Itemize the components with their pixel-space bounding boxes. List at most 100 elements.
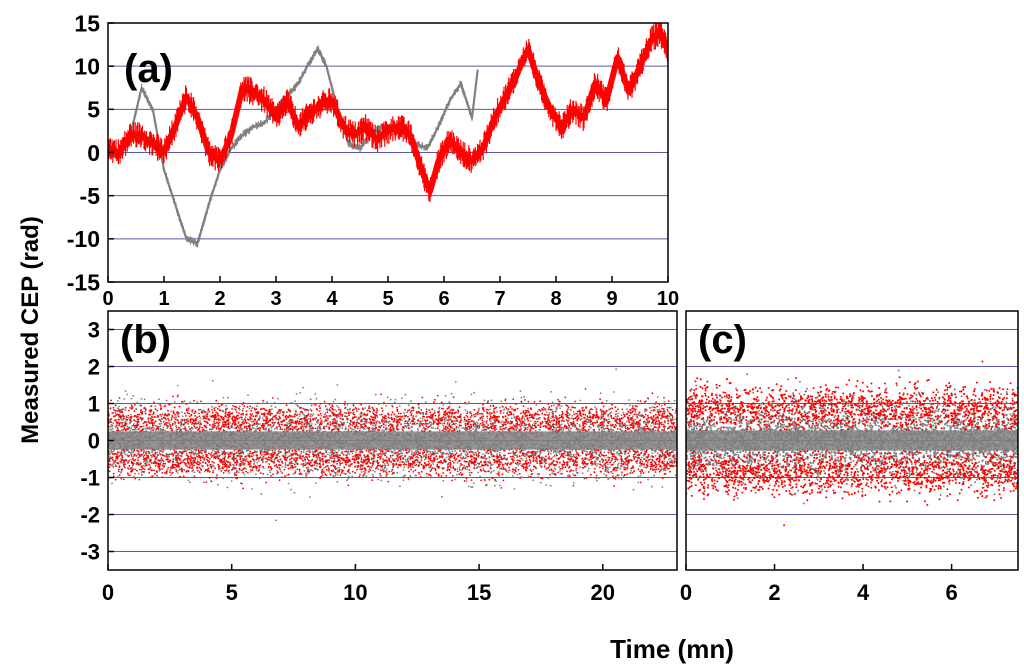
- scatter-point: [632, 415, 634, 418]
- scatter-point: [467, 402, 470, 405]
- scatter-point: [661, 450, 664, 453]
- scatter-point: [653, 474, 656, 477]
- scatter-point: [650, 485, 653, 488]
- scatter-point: [554, 468, 557, 471]
- scatter-point: [286, 474, 288, 476]
- scatter-point: [503, 464, 505, 466]
- scatter-point: [248, 422, 250, 425]
- scatter-point: [650, 425, 652, 427]
- scatter-point: [535, 404, 538, 406]
- scatter-point: [484, 457, 487, 460]
- scatter-point: [118, 405, 121, 408]
- scatter-point: [473, 391, 475, 394]
- scatter-point: [257, 460, 260, 462]
- scatter-point: [450, 467, 452, 469]
- scatter-point: [265, 427, 267, 429]
- scatter-point: [376, 420, 379, 423]
- scatter-point: [634, 423, 637, 426]
- scatter-point: [364, 407, 366, 409]
- scatter-point: [523, 417, 526, 420]
- scatter-point: [641, 426, 643, 429]
- scatter-point: [336, 473, 339, 476]
- scatter-point: [496, 453, 498, 455]
- scatter-point: [495, 480, 497, 483]
- scatter-point: [149, 464, 152, 467]
- scatter-point: [187, 479, 190, 482]
- scatter-point: [382, 452, 384, 455]
- scatter-point: [399, 485, 401, 488]
- scatter-point: [670, 406, 672, 409]
- scatter-point: [430, 426, 433, 429]
- scatter-point: [374, 460, 376, 463]
- scatter-point: [603, 463, 605, 466]
- scatter-point: [108, 428, 111, 431]
- scatter-point: [658, 408, 661, 411]
- scatter-point: [114, 425, 117, 428]
- panel-a-label: (a): [124, 47, 173, 91]
- scatter-point: [637, 481, 640, 484]
- scatter-point: [644, 450, 646, 453]
- scatter-point: [132, 475, 135, 478]
- scatter-point: [359, 466, 362, 469]
- scatter-point: [499, 426, 501, 429]
- scatter-point: [182, 461, 185, 464]
- scatter-point: [451, 423, 454, 426]
- scatter-point: [556, 457, 558, 460]
- scatter-point: [477, 471, 479, 474]
- scatter-point: [346, 421, 349, 424]
- scatter-point: [305, 450, 308, 453]
- scatter-point: [470, 393, 473, 396]
- scatter-point: [433, 467, 435, 470]
- scatter-point: [535, 418, 538, 421]
- scatter-point: [549, 484, 552, 487]
- scatter-point: [259, 466, 261, 469]
- scatter-point: [357, 425, 359, 428]
- scatter-point: [380, 479, 383, 482]
- scatter-point: [511, 470, 514, 473]
- scatter-point: [289, 464, 292, 467]
- scatter-point: [501, 420, 503, 422]
- scatter-point: [135, 408, 138, 411]
- panel-a-ytick-label-4: 5: [87, 97, 100, 123]
- scatter-point: [249, 471, 252, 473]
- scatter-point: [451, 427, 454, 429]
- scatter-point: [470, 486, 473, 489]
- scatter-point: [160, 422, 163, 425]
- scatter-point: [211, 379, 214, 382]
- scatter-point: [244, 416, 247, 419]
- scatter-point: [489, 408, 492, 411]
- scatter-point: [653, 449, 656, 452]
- scatter-point: [442, 404, 445, 406]
- scatter-point: [230, 480, 233, 482]
- scatter-point: [617, 474, 620, 477]
- scatter-point: [491, 463, 494, 466]
- scatter-point: [608, 408, 610, 411]
- scatter-point: [359, 427, 362, 430]
- scatter-point: [442, 407, 445, 410]
- scatter-point: [501, 429, 504, 431]
- scatter-point: [489, 466, 492, 469]
- scatter-point: [558, 466, 560, 468]
- scatter-point: [241, 449, 244, 452]
- scatter-point: [622, 411, 625, 414]
- scatter-point: [344, 428, 347, 431]
- scatter-point: [464, 466, 466, 468]
- scatter-point: [252, 420, 255, 423]
- scatter-point: [385, 405, 387, 407]
- panel-a-ytick-label-6: 15: [74, 10, 100, 36]
- scatter-point: [625, 408, 628, 410]
- scatter-point: [422, 413, 425, 416]
- scatter-point: [247, 449, 250, 452]
- scatter-point: [109, 455, 112, 458]
- scatter-point: [674, 412, 677, 414]
- scatter-point: [444, 420, 446, 422]
- scatter-point: [291, 462, 294, 465]
- scatter-point: [481, 429, 483, 432]
- scatter-point: [532, 468, 535, 471]
- scatter-point: [661, 466, 663, 468]
- scatter-point: [123, 452, 125, 454]
- scatter-point: [242, 407, 245, 410]
- scatter-point: [338, 466, 341, 469]
- scatter-point: [262, 402, 265, 404]
